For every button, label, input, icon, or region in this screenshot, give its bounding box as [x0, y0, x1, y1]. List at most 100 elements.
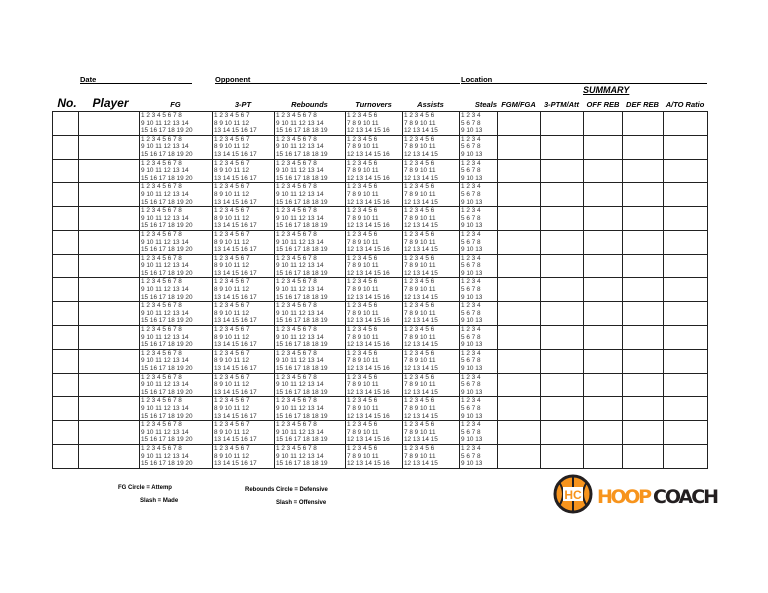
fgm-fga-cell[interactable]: [497, 396, 541, 422]
def-reb-cell[interactable]: [622, 396, 664, 422]
3ptm-att-cell[interactable]: [540, 206, 584, 231]
player-cell[interactable]: [78, 111, 140, 136]
off-reb-cell[interactable]: [583, 420, 623, 445]
number-cell[interactable]: [52, 134, 79, 160]
off-reb-cell[interactable]: [583, 229, 623, 255]
date-field[interactable]: [80, 83, 192, 84]
fgm-fga-cell[interactable]: [497, 420, 541, 445]
3ptm-att-cell[interactable]: [540, 229, 584, 255]
ato-ratio-cell[interactable]: [663, 277, 708, 303]
player-cell[interactable]: [78, 277, 140, 303]
player-cell[interactable]: [78, 206, 140, 231]
def-reb-cell[interactable]: [622, 372, 664, 398]
def-reb-cell[interactable]: [622, 206, 664, 231]
off-reb-cell[interactable]: [583, 253, 623, 279]
3ptm-att-cell[interactable]: [540, 158, 584, 184]
fgm-fga-cell[interactable]: [497, 253, 541, 279]
opponent-field[interactable]: [215, 83, 460, 84]
3ptm-att-cell[interactable]: [540, 396, 584, 422]
ato-ratio-cell[interactable]: [663, 325, 708, 350]
fgm-fga-cell[interactable]: [497, 158, 541, 184]
def-reb-cell[interactable]: [622, 182, 664, 208]
number-cell[interactable]: [52, 301, 79, 327]
number-cell[interactable]: [52, 182, 79, 208]
player-cell[interactable]: [78, 134, 140, 160]
ato-ratio-cell[interactable]: [663, 158, 708, 184]
def-reb-cell[interactable]: [622, 277, 664, 303]
3ptm-att-cell[interactable]: [540, 134, 584, 160]
number-cell[interactable]: [52, 277, 79, 303]
number-cell[interactable]: [52, 111, 79, 136]
number-cell[interactable]: [52, 420, 79, 445]
3ptm-att-cell[interactable]: [540, 372, 584, 398]
fgm-fga-cell[interactable]: [497, 372, 541, 398]
ato-ratio-cell[interactable]: [663, 396, 708, 422]
def-reb-cell[interactable]: [622, 134, 664, 160]
3ptm-att-cell[interactable]: [540, 111, 584, 136]
off-reb-cell[interactable]: [583, 396, 623, 422]
def-reb-cell[interactable]: [622, 325, 664, 350]
3ptm-att-cell[interactable]: [540, 182, 584, 208]
number-cell[interactable]: [52, 229, 79, 255]
off-reb-cell[interactable]: [583, 182, 623, 208]
off-reb-cell[interactable]: [583, 111, 623, 136]
fgm-fga-cell[interactable]: [497, 111, 541, 136]
player-cell[interactable]: [78, 372, 140, 398]
player-cell[interactable]: [78, 253, 140, 279]
off-reb-cell[interactable]: [583, 443, 623, 469]
number-cell[interactable]: [52, 396, 79, 422]
player-cell[interactable]: [78, 182, 140, 208]
number-cell[interactable]: [52, 253, 79, 279]
def-reb-cell[interactable]: [622, 111, 664, 136]
def-reb-cell[interactable]: [622, 253, 664, 279]
3ptm-att-cell[interactable]: [540, 253, 584, 279]
fgm-fga-cell[interactable]: [497, 325, 541, 350]
def-reb-cell[interactable]: [622, 229, 664, 255]
number-cell[interactable]: [52, 325, 79, 350]
